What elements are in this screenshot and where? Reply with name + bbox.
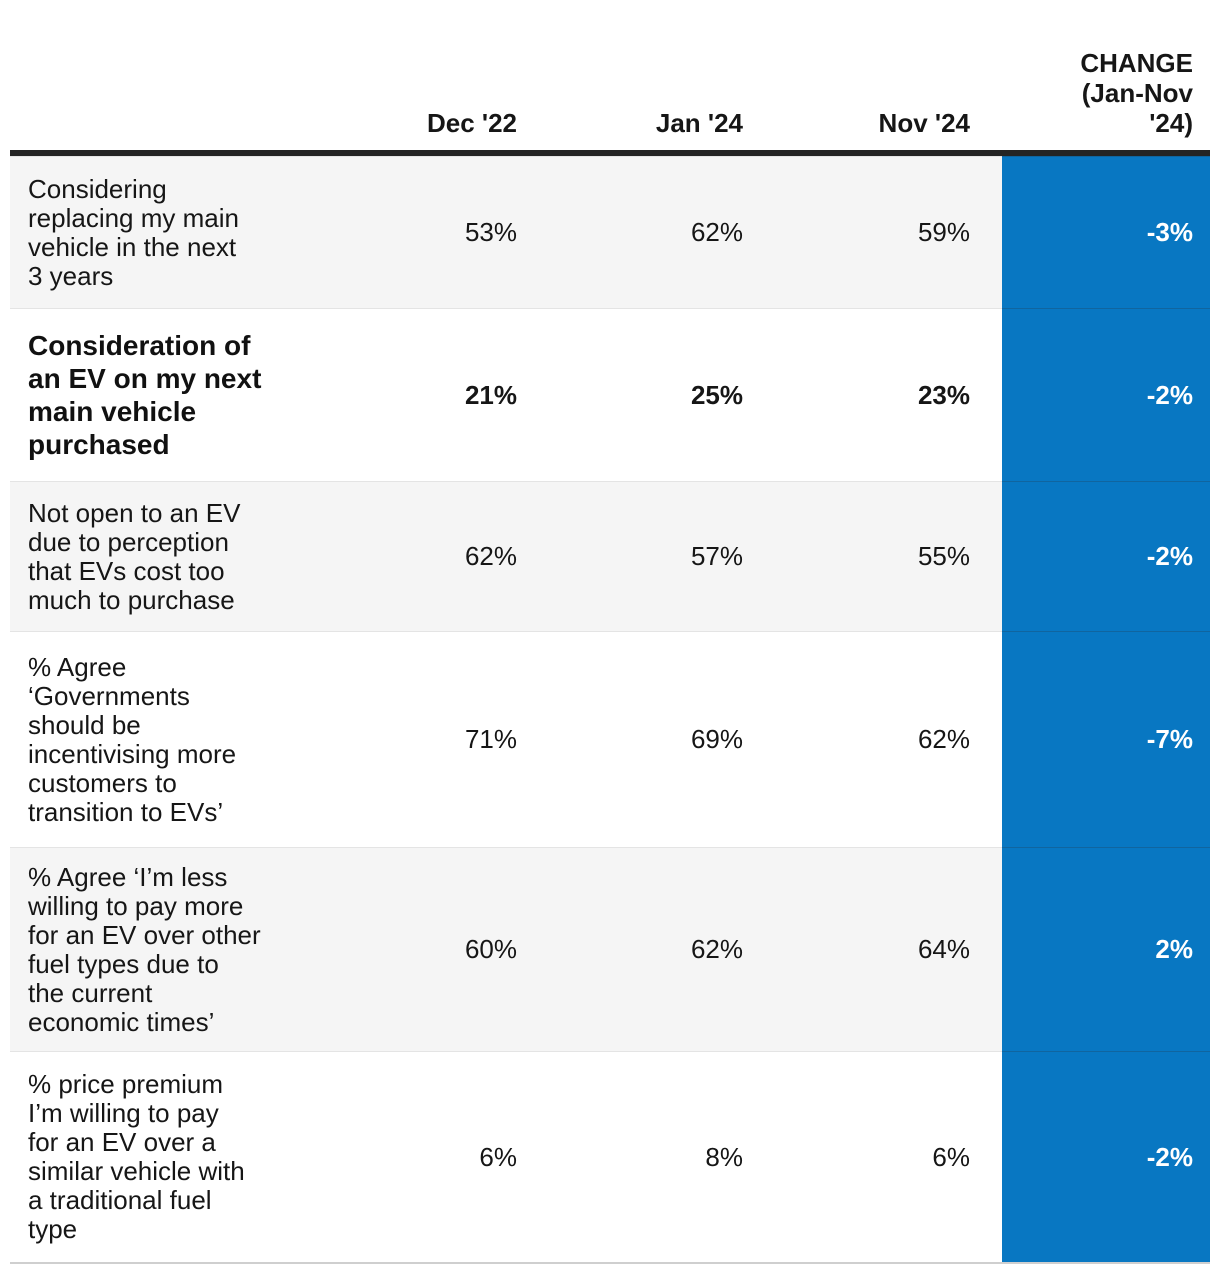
- change-value: -2%: [1002, 308, 1210, 481]
- table-row-highlighted: Consideration of an EV on my next main v…: [10, 308, 1210, 481]
- table-row: % Agree ‘I’m less willing to pay more fo…: [10, 847, 1210, 1051]
- row-label: Not open to an EV due to perception that…: [10, 481, 390, 631]
- change-value: -2%: [1002, 1051, 1210, 1262]
- row-label: % price premium I’m willing to pay for a…: [10, 1051, 390, 1262]
- value-nov24: 6%: [743, 1051, 1002, 1262]
- table-row: % price premium I’m willing to pay for a…: [10, 1051, 1210, 1262]
- row-label: Consideration of an EV on my next main v…: [10, 308, 390, 481]
- value-jan24: 8%: [517, 1051, 743, 1262]
- value-jan24: 69%: [517, 631, 743, 847]
- table-header-row: Dec '22 Jan '24 Nov '24 CHANGE (Jan-Nov …: [10, 0, 1210, 156]
- row-label: % Agree ‘Governments should be incentivi…: [10, 631, 390, 847]
- value-nov24: 62%: [743, 631, 1002, 847]
- value-nov24: 55%: [743, 481, 1002, 631]
- value-nov24: 23%: [743, 308, 1002, 481]
- change-value: -7%: [1002, 631, 1210, 847]
- value-nov24: 59%: [743, 156, 1002, 308]
- col-header-nov24: Nov '24: [878, 108, 970, 138]
- value-dec22: 62%: [390, 481, 517, 631]
- table-row: Not open to an EV due to perception that…: [10, 481, 1210, 631]
- table-row: Considering replacing my main vehicle in…: [10, 156, 1210, 308]
- value-dec22: 6%: [390, 1051, 517, 1262]
- value-dec22: 21%: [390, 308, 517, 481]
- value-jan24: 57%: [517, 481, 743, 631]
- value-jan24: 62%: [517, 847, 743, 1051]
- change-value: -2%: [1002, 481, 1210, 631]
- value-jan24: 25%: [517, 308, 743, 481]
- ev-survey-table: Dec '22 Jan '24 Nov '24 CHANGE (Jan-Nov …: [10, 0, 1210, 1264]
- value-dec22: 53%: [390, 156, 517, 308]
- value-dec22: 60%: [390, 847, 517, 1051]
- col-header-dec22: Dec '22: [426, 108, 517, 138]
- value-nov24: 64%: [743, 847, 1002, 1051]
- value-jan24: 62%: [517, 156, 743, 308]
- value-dec22: 71%: [390, 631, 517, 847]
- change-value: 2%: [1002, 847, 1210, 1051]
- row-label: Considering replacing my main vehicle in…: [10, 156, 390, 308]
- change-value: -3%: [1002, 156, 1210, 308]
- header-spacer: [10, 138, 390, 150]
- row-label: % Agree ‘I’m less willing to pay more fo…: [10, 847, 390, 1051]
- col-header-jan24: Jan '24: [655, 108, 743, 138]
- col-header-change: CHANGE (Jan-Nov '24): [1080, 48, 1193, 138]
- table-row: % Agree ‘Governments should be incentivi…: [10, 631, 1210, 847]
